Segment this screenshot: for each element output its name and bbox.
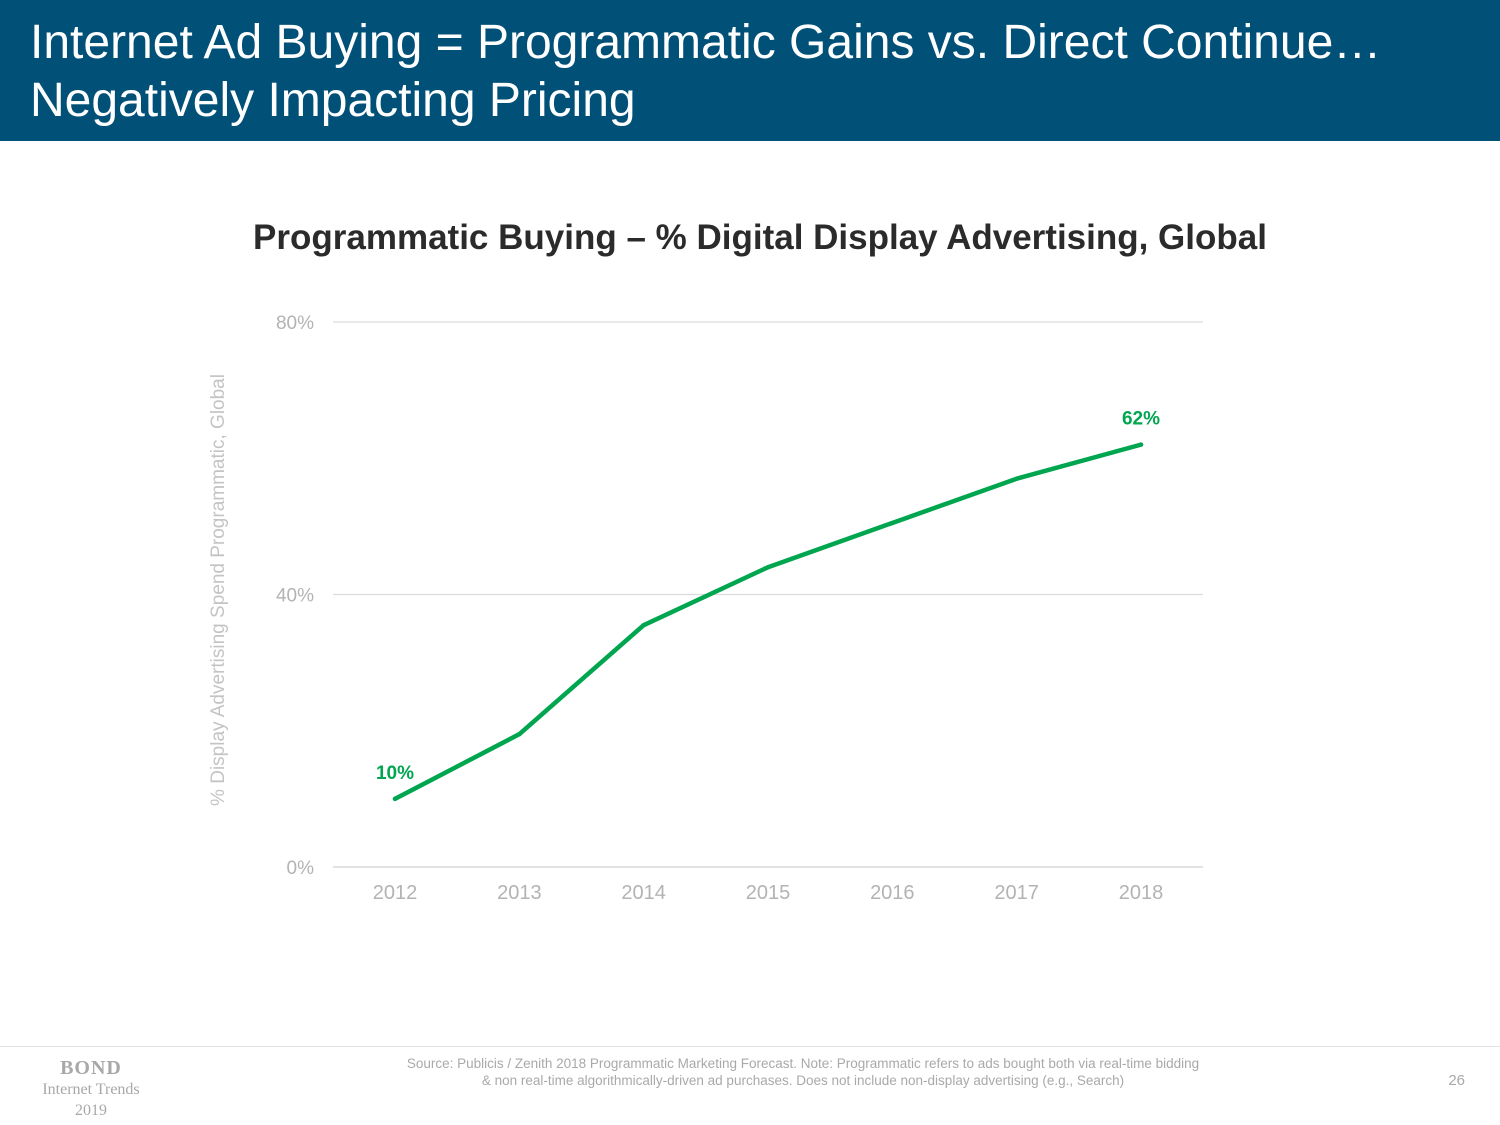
data-point xyxy=(890,520,895,526)
x-tick-label: 2015 xyxy=(746,882,791,904)
logo-main: BOND xyxy=(60,1057,122,1079)
page-number: 26 xyxy=(1448,1072,1465,1089)
y-tick-label: 80% xyxy=(276,313,314,334)
slide-title-line-1: Internet Ad Buying = Programmatic Gains … xyxy=(30,16,1382,69)
data-label: 62% xyxy=(1122,409,1160,430)
x-tick-label: 2017 xyxy=(994,882,1039,904)
data-point xyxy=(765,565,771,570)
data-label: 10% xyxy=(376,763,414,784)
x-tick-label: 2016 xyxy=(870,882,915,904)
footer-divider xyxy=(0,1046,1500,1047)
x-tick-label: 2014 xyxy=(621,882,666,904)
source-note: Source: Publicis / Zenith 2018 Programma… xyxy=(340,1055,1266,1089)
slide-title-line-2: Negatively Impacting Pricing xyxy=(30,74,636,127)
y-tick-label: 0% xyxy=(287,858,315,879)
x-tick-label: 2018 xyxy=(1119,882,1164,904)
source-line-1: Source: Publicis / Zenith 2018 Programma… xyxy=(406,1056,1200,1071)
chart-title: Programmatic Buying – % Digital Display … xyxy=(253,218,1267,257)
data-point xyxy=(641,622,646,628)
header-bar: Internet Ad Buying = Programmatic Gains … xyxy=(0,0,1500,141)
x-tick-label: 2012 xyxy=(373,882,418,904)
source-line-2: & non real-time algorithmically-driven a… xyxy=(481,1073,1125,1088)
y-tick-label: 40% xyxy=(276,586,314,607)
data-point xyxy=(1014,476,1019,481)
slide-title: Internet Ad Buying = Programmatic Gains … xyxy=(30,14,1470,130)
logo-subtitle: Internet Trends xyxy=(42,1081,140,1098)
y-axis-label: % Display Advertising Spend Programmatic… xyxy=(208,374,229,806)
data-point xyxy=(517,731,522,737)
data-point xyxy=(392,796,398,802)
x-tick-label: 2013 xyxy=(497,882,542,904)
logo-year: 2019 xyxy=(75,1102,107,1119)
bond-logo: BOND Internet Trends 2019 xyxy=(20,1058,162,1121)
data-point xyxy=(1138,442,1144,447)
series-line xyxy=(392,442,1144,802)
